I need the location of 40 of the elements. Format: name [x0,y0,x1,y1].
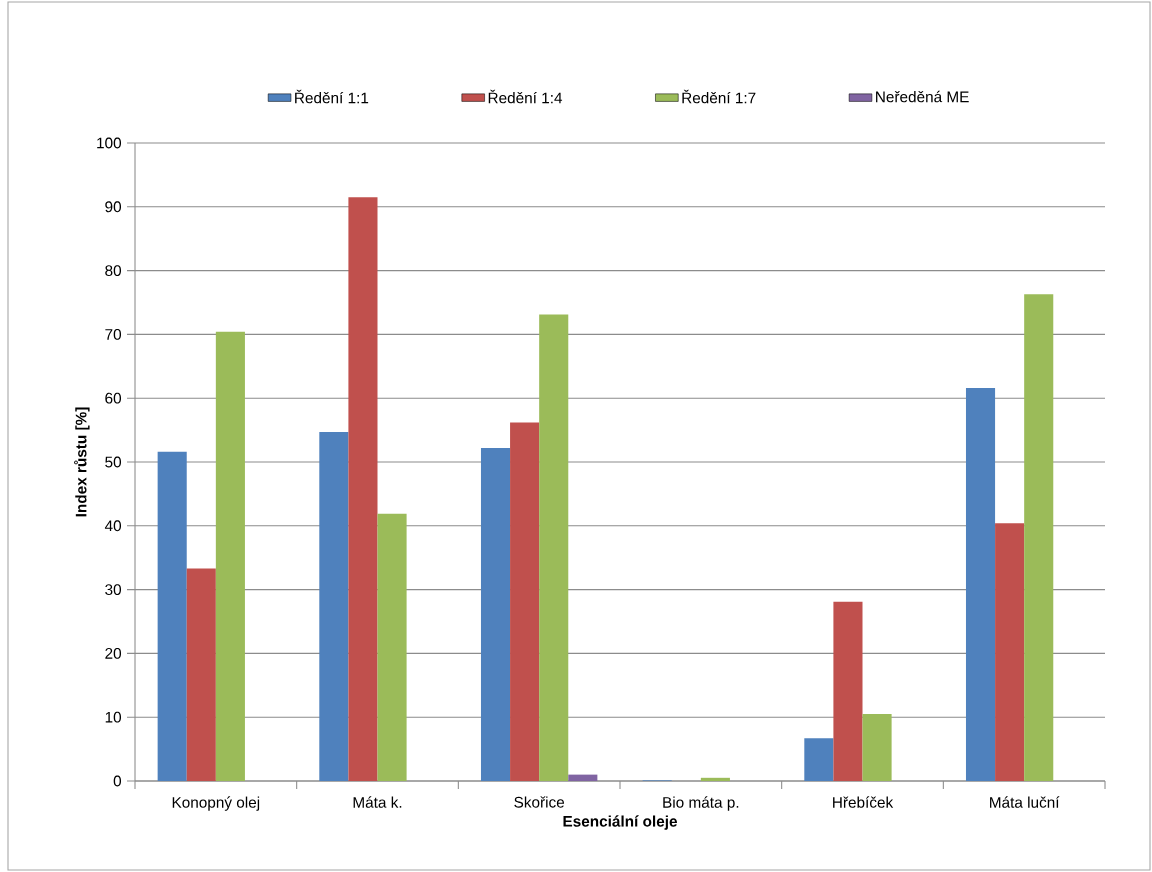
bar [700,777,730,781]
y-tick-label: 20 [105,647,122,659]
y-tick-label: 60 [105,392,122,404]
bar [377,513,407,781]
y-tick-label: 10 [105,711,122,723]
x-tick-label: Bio máta p. [663,796,739,811]
bar [539,314,569,781]
x-tick-label: Skořice [514,796,565,808]
bar [862,714,892,781]
y-tick-label: 0 [113,775,122,787]
bar [510,422,540,781]
y-axis-title: Index růstu [%] [74,407,90,517]
y-tick-label: 80 [105,265,122,277]
x-tick-label: Hřebíček [833,796,894,808]
y-tick-label: 30 [105,584,122,596]
bar [965,387,996,781]
bar [348,197,378,781]
x-tick-label: Máta luční [990,796,1060,808]
legend-label: Ředění 1:4 [488,89,563,104]
y-tick-label: 90 [105,201,122,213]
bar [804,738,834,781]
y-tick-label: 50 [105,456,122,468]
bar [157,451,187,781]
legend-label: Neředěná ME [876,90,969,103]
x-tick-label: Konopný olej [172,796,260,811]
bar [186,568,216,781]
y-tick-label: 100 [97,137,122,149]
bar [480,447,511,781]
y-tick-label: 70 [105,328,122,340]
bar [833,601,863,781]
x-tick-label: Máta k. [353,796,402,808]
bar [319,432,349,781]
bar [568,774,598,781]
legend-label: Ředění 1:7 [682,89,756,104]
legend-label: Ředění 1:1 [295,89,369,104]
bar [995,523,1025,781]
bar [1024,294,1054,781]
y-tick-label: 40 [104,520,122,532]
x-axis-title: Esenciální oleje [563,815,678,830]
bar [215,331,245,781]
